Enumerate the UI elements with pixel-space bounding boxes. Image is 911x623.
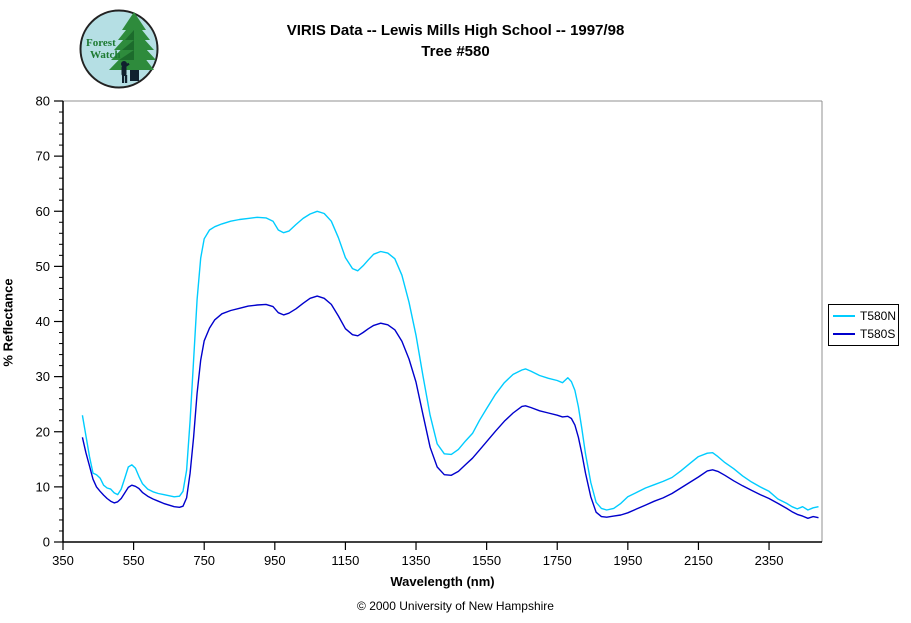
forest-watch-logo: Forest Watch	[79, 9, 159, 89]
x-tick-label: 1950	[613, 553, 642, 568]
x-axis-label: Wavelength (nm)	[390, 574, 495, 589]
y-tick-label: 60	[36, 204, 50, 219]
x-tick-label: 550	[123, 553, 145, 568]
x-tick-label: 1350	[402, 553, 431, 568]
series-line-t580s	[81, 295, 819, 519]
x-tick-label: 2350	[755, 553, 784, 568]
y-axis-label: % Reflectance	[0, 278, 16, 367]
logo-text-line1: Forest	[86, 37, 116, 49]
tree-icon	[109, 12, 156, 81]
x-tick-label: 1750	[543, 553, 572, 568]
copyright-text: © 2000 University of New Hampshire	[357, 599, 554, 613]
x-tick-label: 1150	[331, 553, 359, 568]
legend-swatch-t580n	[833, 315, 855, 317]
x-tick-label: 350	[52, 553, 74, 568]
y-tick-label: 30	[36, 369, 50, 384]
y-tick-label: 0	[43, 535, 50, 550]
legend-item-t580s: T580S	[833, 327, 896, 341]
legend: T580N T580S	[828, 304, 899, 346]
y-tick-label: 20	[36, 424, 50, 439]
x-tick-label: 1550	[472, 553, 501, 568]
y-tick-label: 50	[36, 259, 50, 274]
y-tick-label: 10	[36, 479, 50, 494]
y-tick-label: 80	[36, 94, 50, 109]
logo-text-line2: Watch	[90, 49, 121, 61]
legend-label-t580s: T580S	[860, 327, 896, 341]
x-tick-label: 950	[264, 553, 286, 568]
x-tick-label: 2150	[684, 553, 713, 568]
x-tick-label: 750	[193, 553, 215, 568]
page-subtitle: Tree #580	[421, 43, 490, 60]
series-line-t580n	[81, 210, 819, 511]
title-block: VIRIS Data -- Lewis Mills High School --…	[0, 20, 911, 62]
y-tick-label: 40	[36, 314, 50, 329]
legend-swatch-t580s	[833, 333, 855, 335]
legend-item-t580n: T580N	[833, 309, 897, 323]
legend-label-t580n: T580N	[860, 309, 897, 323]
person-icon	[121, 61, 130, 83]
page-title: VIRIS Data -- Lewis Mills High School --…	[286, 22, 625, 39]
y-tick-label: 70	[36, 149, 50, 164]
